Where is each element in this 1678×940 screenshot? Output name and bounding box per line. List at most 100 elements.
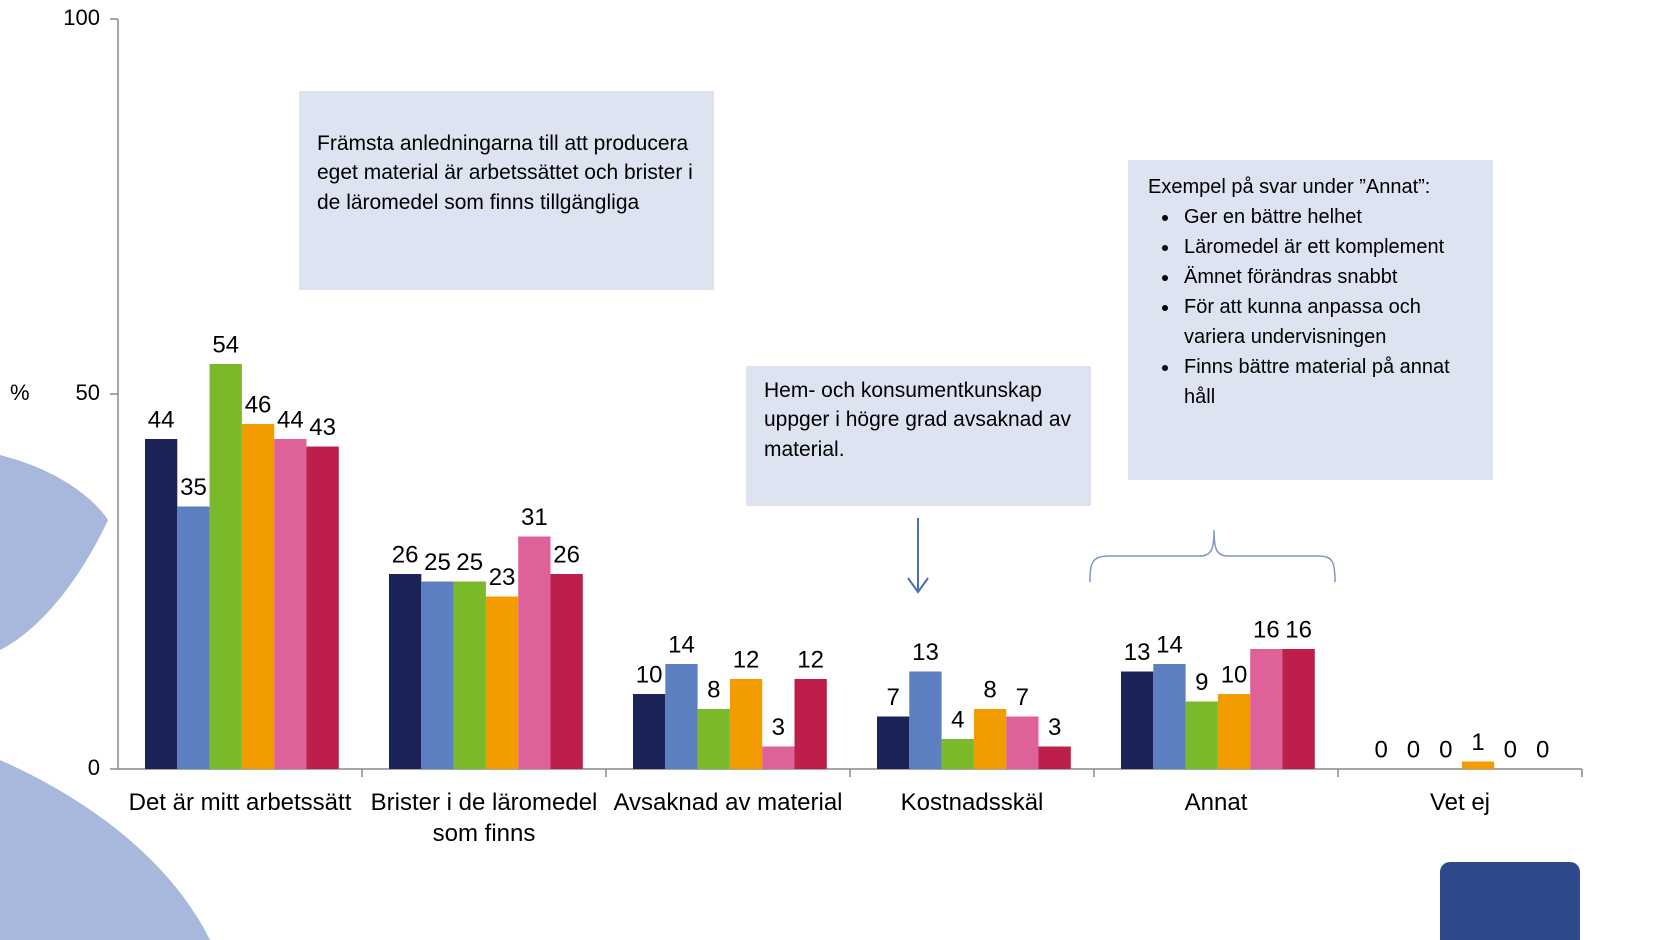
arrow-head — [907, 577, 929, 594]
x-tick-label-box: Annat — [1184, 789, 1248, 816]
bar — [485, 596, 519, 769]
bar — [1282, 649, 1315, 769]
data-label: 16 — [1253, 616, 1280, 643]
data-label: 0 — [1374, 736, 1387, 763]
data-label: 7 — [1016, 684, 1029, 711]
bar — [453, 581, 486, 769]
bar — [306, 446, 339, 769]
brace — [1089, 529, 1336, 583]
x-tick-label: Kostnadsskäl — [900, 789, 1044, 816]
x-tick-label: Avsaknad av material — [613, 789, 843, 816]
x-tick-label: Det är mitt arbetssätt — [128, 789, 352, 816]
data-label: 9 — [1195, 669, 1208, 696]
data-label: 12 — [733, 646, 760, 673]
data-label: 8 — [983, 676, 996, 703]
bar — [941, 739, 974, 769]
data-label: 16 — [1285, 616, 1312, 643]
bar — [1250, 649, 1283, 769]
data-label: 23 — [489, 564, 516, 591]
bar — [241, 424, 275, 769]
data-label: 4 — [951, 706, 964, 733]
bar — [729, 679, 763, 769]
data-label: 0 — [1439, 736, 1452, 763]
data-label: 0 — [1536, 736, 1549, 763]
decor-corner — [1440, 862, 1580, 940]
data-label: 0 — [1407, 736, 1420, 763]
data-label: 14 — [668, 631, 695, 658]
decor-swoosh — [0, 455, 108, 650]
x-tick-label-box: Kostnadsskäl — [900, 789, 1044, 816]
y-tick-label: 0 — [88, 755, 100, 780]
y-tick-label: 50 — [76, 380, 100, 405]
bar — [877, 716, 910, 769]
data-label: 0 — [1504, 736, 1517, 763]
data-label: 3 — [1048, 714, 1061, 741]
data-label: 35 — [180, 474, 207, 501]
data-label: 26 — [392, 541, 419, 568]
data-label: 13 — [1124, 639, 1151, 666]
bar — [1461, 761, 1495, 769]
annotation-list: Ger en bättre helhetLäromedel är ett kom… — [1148, 202, 1473, 412]
annotation-item: Ger en bättre helhet — [1180, 202, 1473, 232]
annotation: Främsta anledningarna till att producera… — [317, 132, 693, 214]
bar — [274, 439, 307, 769]
x-tick-label-box: Brister i de läromedel som finns — [370, 789, 598, 848]
annotation-title: Exempel på svar under ”Annat”: — [1148, 176, 1431, 198]
bar — [209, 364, 242, 769]
bar — [1185, 701, 1218, 769]
data-label: 44 — [148, 406, 175, 433]
bar — [633, 694, 666, 769]
x-tick-label-box: Avsaknad av material — [613, 789, 843, 816]
annotation-item: Ämnet förändras snabbt — [1180, 262, 1473, 292]
x-tick-label: Annat — [1184, 789, 1248, 816]
bar — [550, 574, 583, 769]
data-label: 14 — [1156, 631, 1183, 658]
data-label: 44 — [277, 406, 304, 433]
data-label: 3 — [772, 714, 785, 741]
data-label: 7 — [886, 684, 899, 711]
x-tick-label: Vet ej — [1429, 789, 1491, 816]
x-tick-label-box: Vet ej — [1429, 789, 1491, 816]
decor-swoosh — [0, 760, 210, 940]
data-label: 26 — [553, 541, 580, 568]
bar — [1006, 716, 1039, 769]
bar — [389, 574, 422, 769]
annotation-box: Främsta anledningarna till att producera… — [299, 91, 714, 290]
bar — [909, 671, 942, 769]
data-label: 31 — [521, 504, 548, 531]
data-label: 54 — [212, 331, 239, 358]
bar — [145, 439, 178, 769]
annotation: Hem- och konsumentkunskap uppger i högre… — [764, 379, 1072, 461]
annotation-item: Läromedel är ett komplement — [1180, 232, 1473, 262]
data-label: 25 — [424, 549, 451, 576]
data-label: 13 — [912, 639, 939, 666]
bar — [1121, 671, 1154, 769]
x-tick-label-box: Det är mitt arbetssätt — [128, 789, 352, 816]
annotation-item: För att kunna anpassa och variera underv… — [1180, 292, 1473, 352]
bar — [973, 709, 1007, 769]
annotation-box: Hem- och konsumentkunskap uppger i högre… — [746, 366, 1091, 506]
bar — [518, 536, 551, 769]
data-label: 1 — [1471, 729, 1484, 756]
annotation-item: Finns bättre material på annat håll — [1180, 352, 1473, 412]
data-label: 43 — [309, 414, 336, 441]
bar — [762, 746, 795, 769]
bar — [794, 679, 827, 769]
x-tick-label: Brister i de läromedel som finns — [370, 789, 598, 848]
data-label: 25 — [456, 549, 483, 576]
y-axis-label: % — [10, 380, 30, 405]
data-label: 46 — [245, 391, 272, 418]
bar — [1038, 746, 1071, 769]
bar — [697, 709, 730, 769]
bar — [665, 664, 698, 769]
data-label: 10 — [636, 661, 663, 688]
annotation-box: Exempel på svar under ”Annat”: Ger en bä… — [1128, 160, 1493, 480]
data-label: 12 — [797, 646, 824, 673]
data-label: 10 — [1221, 661, 1248, 688]
y-tick-label: 100 — [63, 5, 100, 30]
bar — [177, 506, 210, 769]
bar — [1217, 694, 1251, 769]
data-label: 8 — [707, 676, 720, 703]
